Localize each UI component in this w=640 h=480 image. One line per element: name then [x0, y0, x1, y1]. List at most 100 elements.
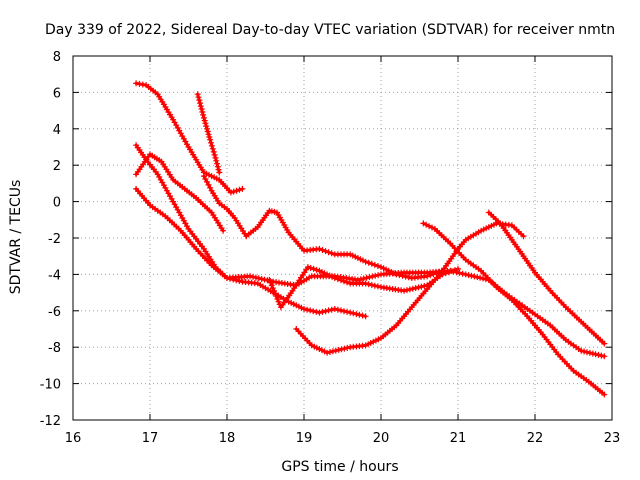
axis-ticks: 16 17 18 19 20 21 22 23 -12 -10 -8 -6 -4 -2 0 2 4 6 8 [40, 50, 621, 446]
data-point-marker [266, 276, 273, 283]
data-point-marker [375, 272, 382, 279]
data-point-marker [200, 111, 207, 118]
data-point-marker [584, 349, 590, 356]
series-track-9 [420, 220, 608, 398]
data-point-marker [362, 280, 369, 287]
data-point-marker [236, 278, 243, 284]
data-point-marker [362, 313, 369, 320]
data-point-marker [272, 290, 279, 297]
data-point-marker [307, 265, 314, 271]
data-point-marker [208, 139, 214, 146]
data-point-marker [465, 272, 472, 279]
data-point-marker [471, 273, 478, 280]
data-point-marker [214, 163, 221, 170]
data-point-marker [322, 248, 329, 255]
data-point-marker [427, 272, 434, 279]
y-axis-label: SDTVAR / TECUs [8, 180, 24, 295]
data-point-marker [601, 340, 608, 347]
data-point-marker [371, 282, 378, 289]
data-point-marker [269, 285, 276, 292]
data-point-marker [197, 103, 204, 110]
data-point-marker [598, 352, 605, 359]
data-point-marker [268, 282, 275, 289]
x-tick-label: 21 [450, 431, 467, 446]
data-point-marker [250, 273, 256, 280]
series-track-10 [485, 209, 608, 347]
data-point-marker [215, 166, 222, 173]
data-point-marker [421, 283, 428, 289]
data-point-marker [216, 169, 223, 176]
data-point-marker [203, 123, 210, 130]
data-point-marker [405, 274, 412, 281]
data-point-marker [304, 264, 311, 271]
series-track-6 [200, 173, 446, 281]
data-point-marker [338, 277, 344, 284]
data-point-marker [368, 260, 375, 267]
data-point-marker [274, 296, 281, 302]
data-point-marker [344, 344, 351, 351]
data-point-marker [325, 307, 332, 314]
data-point-marker [316, 245, 323, 252]
data-point-marker [520, 233, 527, 240]
data-point-marker [374, 283, 381, 290]
data-point-marker [344, 279, 351, 286]
data-point-marker [319, 247, 326, 253]
data-point-marker [307, 307, 314, 314]
data-point-marker [341, 308, 347, 315]
data-point-marker [409, 285, 416, 292]
y-tick-label: -4 [48, 268, 61, 283]
data-point-marker [204, 125, 210, 132]
y-tick-label: -6 [48, 305, 61, 320]
data-point-marker [304, 306, 311, 313]
data-point-marker [601, 391, 608, 398]
data-point-marker [204, 128, 211, 135]
data-point-marker [319, 308, 326, 315]
data-point-marker [310, 265, 317, 272]
data-point-marker [601, 353, 608, 360]
data-point-marker [201, 117, 208, 124]
data-point-marker [227, 275, 234, 282]
y-tick-label: 6 [53, 86, 61, 101]
data-point-marker [480, 275, 486, 282]
series-track-8 [293, 220, 527, 356]
x-tick-label: 23 [604, 431, 621, 446]
data-point-marker [206, 134, 213, 140]
data-point-marker [207, 136, 214, 143]
series-track-1 [133, 80, 246, 196]
y-tick-label: 0 [53, 196, 61, 211]
data-point-marker [324, 349, 331, 356]
x-tick-label: 22 [527, 431, 544, 446]
data-point-marker [313, 308, 320, 315]
data-point-marker [328, 306, 335, 313]
data-point-marker [233, 187, 240, 194]
data-point-marker [363, 274, 370, 281]
data-point-marker [212, 154, 219, 161]
data-point-marker [581, 348, 588, 355]
data-point-marker [360, 275, 367, 282]
data-point-marker [418, 283, 425, 290]
data-point-marker [239, 185, 246, 192]
data-point-marker [368, 282, 375, 288]
x-tick-label: 20 [373, 431, 390, 446]
data-point-marker [448, 268, 455, 275]
data-point-marker [359, 312, 366, 319]
y-tick-label: -8 [48, 341, 61, 356]
y-tick-label: 4 [53, 123, 61, 138]
data-point-marker [316, 309, 323, 316]
data-series [133, 80, 608, 398]
data-point-marker [267, 279, 274, 286]
data-point-marker [372, 272, 379, 279]
data-point-marker [325, 249, 332, 256]
data-point-marker [365, 281, 372, 288]
series-track-7 [266, 264, 461, 311]
data-point-marker [350, 310, 357, 317]
data-point-marker [310, 308, 317, 315]
data-point-marker [595, 351, 602, 358]
data-point-marker [205, 131, 212, 138]
data-point-marker [356, 311, 363, 318]
data-point-marker [404, 287, 410, 294]
data-point-marker [462, 271, 469, 278]
data-point-marker [474, 274, 481, 281]
